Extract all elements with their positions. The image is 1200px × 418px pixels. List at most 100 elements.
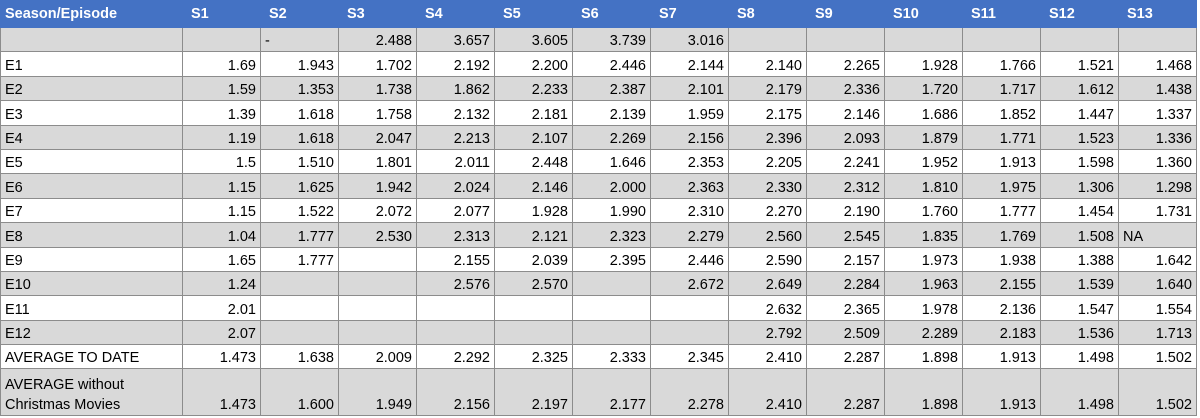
cell: 2.183 xyxy=(962,319,1041,346)
cell: 2.284 xyxy=(806,270,885,297)
cell: 1.913 xyxy=(962,344,1041,370)
cell: 1.975 xyxy=(962,173,1041,199)
cell: 1.777 xyxy=(260,246,339,272)
table-row: E1 1.69 1.943 1.702 2.192 2.200 2.446 2.144 2.14… xyxy=(0,51,1197,77)
table-row: E5 1.5 1.510 1.801 2.011 2.448 1.646 2.353 2.205… xyxy=(0,148,1197,175)
season-header: S5 xyxy=(494,0,573,28)
cell: 1.952 xyxy=(884,148,963,175)
cell: 1.760 xyxy=(884,197,963,224)
cell xyxy=(1040,26,1119,53)
cell: 2.155 xyxy=(962,270,1041,297)
cell: 2.395 xyxy=(572,246,651,272)
cell: 2.190 xyxy=(806,197,885,224)
cell: 2.01 xyxy=(182,295,261,321)
cell: 2.446 xyxy=(572,51,651,77)
cell: 1.720 xyxy=(884,75,963,102)
cell: 1.59 xyxy=(182,75,261,102)
cell xyxy=(260,319,339,346)
cell: 2.155 xyxy=(416,246,495,272)
cell xyxy=(260,295,339,321)
cell: 1.835 xyxy=(884,222,963,248)
cell: 1.65 xyxy=(182,246,261,272)
cell xyxy=(338,319,417,346)
cell: 1.353 xyxy=(260,75,339,102)
cell: 1.717 xyxy=(962,75,1041,102)
cell: 2.132 xyxy=(416,100,495,126)
cell: 1.468 xyxy=(1118,51,1197,77)
cell: 1.777 xyxy=(260,222,339,248)
cell: 2.009 xyxy=(338,344,417,370)
cell: 2.107 xyxy=(494,124,573,150)
cell: 1.852 xyxy=(962,100,1041,126)
cell: 3.657 xyxy=(416,26,495,53)
season-header: S6 xyxy=(572,0,651,28)
cell xyxy=(572,295,651,321)
cell: 2.047 xyxy=(338,124,417,150)
cell: 2.101 xyxy=(650,75,729,102)
cell: 2.336 xyxy=(806,75,885,102)
cell: 2.649 xyxy=(728,270,807,297)
cell: 2.179 xyxy=(728,75,807,102)
cell: 1.498 xyxy=(1040,344,1119,370)
cell: 2.365 xyxy=(806,295,885,321)
cell: 1.862 xyxy=(416,75,495,102)
cell: 2.287 xyxy=(806,368,885,417)
cell xyxy=(338,246,417,272)
row-label: E3 xyxy=(0,100,183,126)
cell: 2.325 xyxy=(494,344,573,370)
cell: NA xyxy=(1118,222,1197,248)
cell: 1.990 xyxy=(572,197,651,224)
cell: 2.269 xyxy=(572,124,651,150)
cell: 1.15 xyxy=(182,173,261,199)
cell: 2.177 xyxy=(572,368,651,417)
cell: 1.771 xyxy=(962,124,1041,150)
cell: 1.928 xyxy=(494,197,573,224)
cell: 1.473 xyxy=(182,344,261,370)
cell: 2.509 xyxy=(806,319,885,346)
season-header: S2 xyxy=(260,0,339,28)
row-label: AVERAGE without Christmas Movies xyxy=(0,368,183,417)
cell: 2.077 xyxy=(416,197,495,224)
cell: 2.330 xyxy=(728,173,807,199)
cell: 2.144 xyxy=(650,51,729,77)
season-header: S10 xyxy=(884,0,963,28)
cell xyxy=(728,26,807,53)
cell: 1.942 xyxy=(338,173,417,199)
cell xyxy=(650,319,729,346)
cell: 2.000 xyxy=(572,173,651,199)
cell: 1.913 xyxy=(962,368,1041,417)
cell xyxy=(962,26,1041,53)
cell: 1.508 xyxy=(1040,222,1119,248)
cell: 1.547 xyxy=(1040,295,1119,321)
cell xyxy=(572,270,651,297)
cell xyxy=(884,26,963,53)
cell: 2.410 xyxy=(728,344,807,370)
cell: 2.363 xyxy=(650,173,729,199)
season-header: S8 xyxy=(728,0,807,28)
cell: 1.336 xyxy=(1118,124,1197,150)
cell: 2.287 xyxy=(806,344,885,370)
cell: 2.146 xyxy=(806,100,885,126)
cell xyxy=(572,319,651,346)
cell: 1.640 xyxy=(1118,270,1197,297)
cell: 2.590 xyxy=(728,246,807,272)
cell: 1.928 xyxy=(884,51,963,77)
cell: 2.140 xyxy=(728,51,807,77)
row-label: E9 xyxy=(0,246,183,272)
row-label: E8 xyxy=(0,222,183,248)
cell: 1.713 xyxy=(1118,319,1197,346)
cell xyxy=(650,295,729,321)
cell: 2.312 xyxy=(806,173,885,199)
cell xyxy=(416,295,495,321)
cell: 2.323 xyxy=(572,222,651,248)
table-row: AVERAGE without Christmas Movies 1.473 1.6… xyxy=(0,368,1197,417)
cell: 1.298 xyxy=(1118,173,1197,199)
header-row: Season/Episode S1 S2 S3 S4 S5 S6 S7 S8 S9 S10 S11 S1… xyxy=(0,0,1197,28)
cell: 2.213 xyxy=(416,124,495,150)
cell: 1.612 xyxy=(1040,75,1119,102)
cell: 2.278 xyxy=(650,368,729,417)
cell: 2.011 xyxy=(416,148,495,175)
cell: 1.522 xyxy=(260,197,339,224)
row-label: E6 xyxy=(0,173,183,199)
row-label: E10 xyxy=(0,270,183,297)
